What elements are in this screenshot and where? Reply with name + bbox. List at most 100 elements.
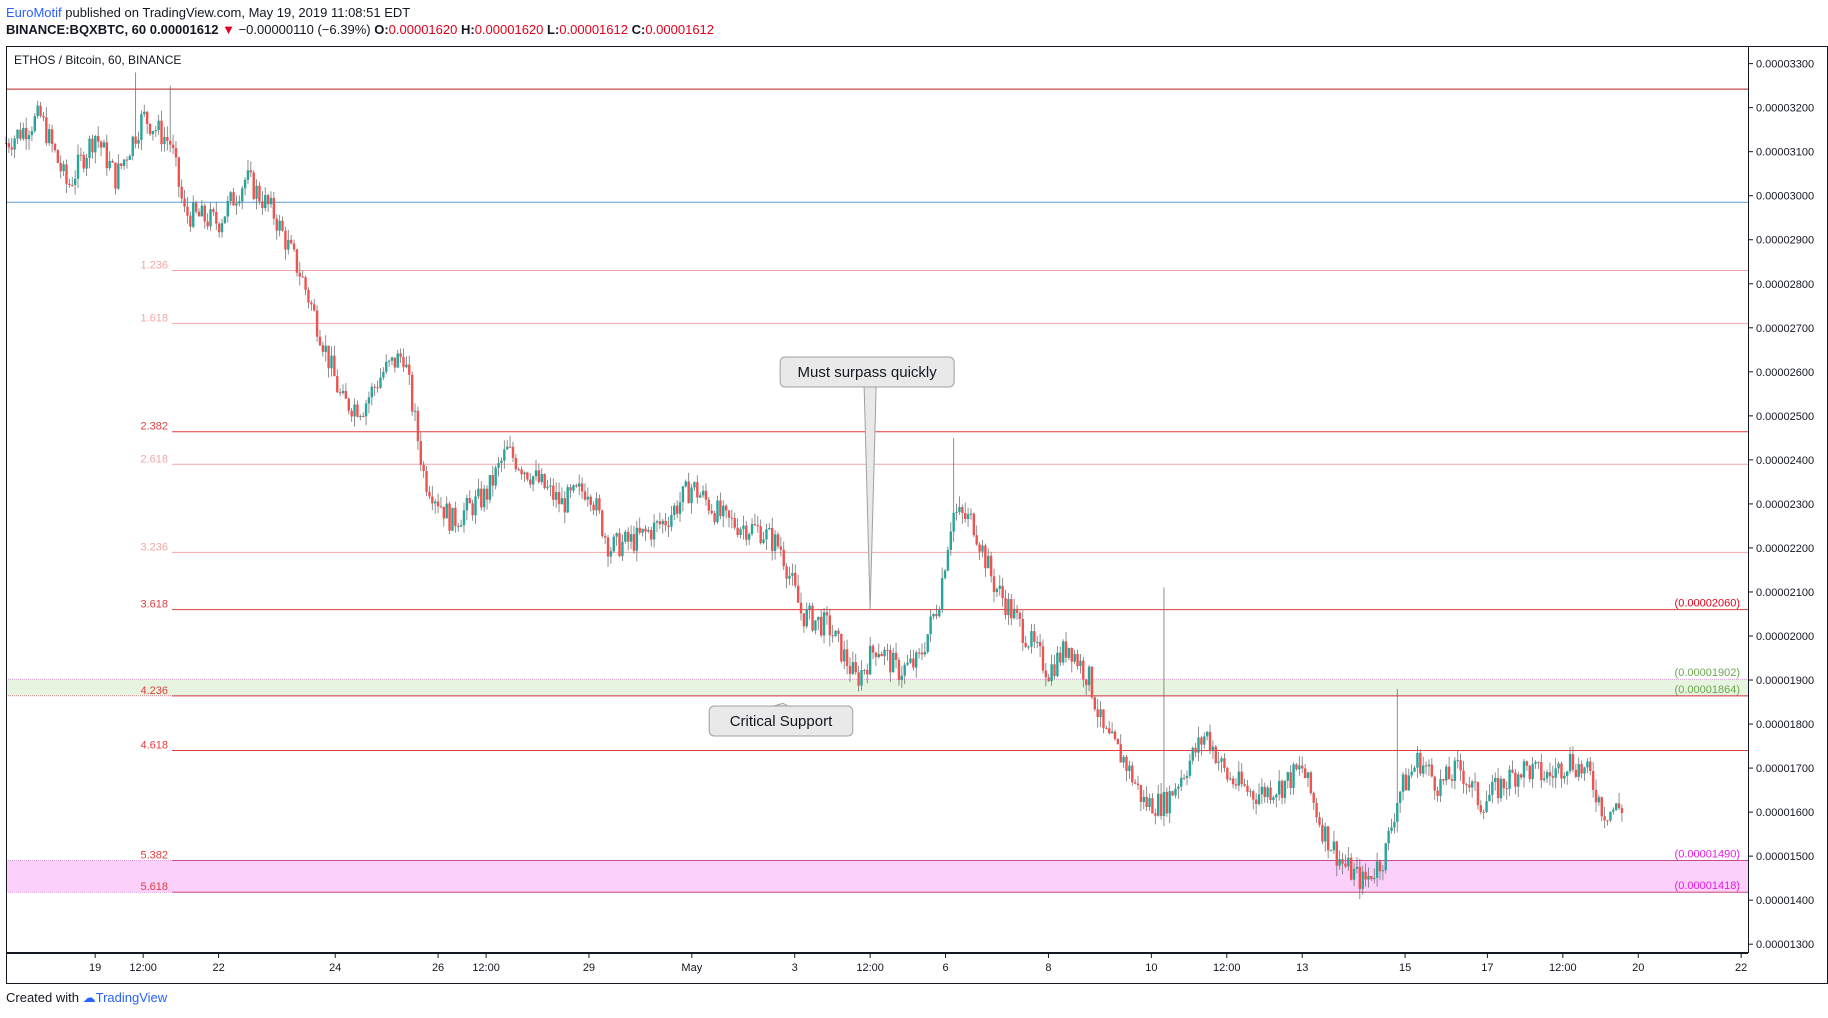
candle-down (592, 504, 595, 511)
candle-down (10, 147, 13, 150)
candle-up (1381, 870, 1385, 872)
candle-down (1600, 797, 1603, 817)
candle-up (1162, 791, 1166, 816)
x-axis[interactable]: 19 12:00 22 24 26 12:00 29 May 3 12:00 6 8 10 12:00 13… (89, 953, 1747, 974)
candle-down (261, 201, 264, 209)
candle-up (1401, 774, 1405, 792)
candle-up (382, 371, 385, 378)
candle-down (1165, 791, 1169, 814)
candle-up (359, 415, 362, 417)
candle-down (975, 535, 978, 545)
candle-down (520, 469, 523, 475)
candle-up (30, 131, 34, 136)
candle-up (868, 645, 872, 675)
candle-down (416, 410, 420, 442)
candle-up (1494, 777, 1497, 782)
candle-down (393, 357, 397, 368)
candle-up (1260, 786, 1264, 795)
candle-down (1551, 776, 1555, 778)
candle-down (1433, 776, 1436, 791)
publish-header: EuroMotif published on TradingView.com, … (6, 4, 410, 21)
candle-up (209, 209, 212, 227)
candle-up (690, 487, 693, 504)
annotation-box (708, 705, 854, 737)
candle-up (635, 527, 639, 551)
candle-up (387, 360, 391, 362)
candle-down (1171, 791, 1174, 796)
candle-up (1099, 709, 1102, 718)
candle-up (1488, 794, 1491, 802)
candle-down (992, 576, 996, 592)
candle-down (1537, 761, 1540, 763)
candle-up (987, 555, 990, 569)
candle-up (1554, 768, 1557, 778)
candle-up (405, 364, 408, 368)
candle-up (27, 135, 31, 140)
fib-label-6: 4.236 (140, 685, 168, 697)
candle-up (747, 534, 751, 540)
candle-up (226, 200, 229, 217)
candle-up (773, 534, 777, 551)
y-axis[interactable]: 0.00003300 0.00003200 0.00003100 0.00003000… (1748, 59, 1814, 952)
candle-down (1053, 664, 1056, 677)
candle-down (1580, 764, 1583, 774)
candle-down (989, 555, 993, 577)
candle-down (425, 470, 428, 492)
candle-down (825, 612, 829, 616)
candle-up (1056, 652, 1059, 677)
y-tick-label: 0.00002300 (1756, 499, 1814, 511)
candle-up (877, 653, 880, 658)
candle-down (658, 521, 662, 525)
tradingview-logo-icon[interactable]: ☁ (82, 990, 96, 1005)
candle-down (82, 154, 85, 169)
candle-down (886, 649, 889, 651)
candle-up (1542, 778, 1546, 781)
annotation-1[interactable]: Critical Support (708, 702, 854, 737)
candle-up (1597, 797, 1601, 803)
x-tick-label: 20 (1632, 962, 1644, 974)
candle-down (1159, 793, 1163, 816)
candle-down (206, 221, 209, 227)
candle-down (125, 159, 129, 161)
candle-up (915, 652, 918, 668)
candle-up (131, 136, 134, 156)
candle-down (1194, 747, 1197, 753)
candle-up (1110, 731, 1114, 734)
candle-down (1303, 768, 1307, 778)
candle-down (56, 150, 60, 163)
candle-down (1280, 780, 1284, 798)
tradingview-link[interactable]: TradingView (95, 990, 168, 1005)
y-tick-label: 0.00002600 (1756, 367, 1814, 379)
candle-down (569, 487, 572, 491)
candle-down (468, 498, 471, 504)
candle-down (935, 614, 938, 617)
candle-down (321, 345, 325, 352)
candle-down (745, 525, 748, 540)
candle-up (390, 357, 394, 361)
annotation-0[interactable]: Must surpass quickly (779, 356, 955, 610)
candle-up (1522, 761, 1526, 778)
candle-down (557, 492, 561, 505)
candle-down (724, 505, 728, 511)
candle-down (1571, 754, 1575, 770)
candle-down (350, 410, 353, 417)
x-tick-label: May (681, 962, 702, 974)
y-tick-label: 0.00003200 (1756, 103, 1814, 115)
candle-up (693, 482, 696, 488)
author-link[interactable]: EuroMotif (6, 5, 62, 20)
candle-up (1217, 761, 1220, 763)
open-value: 0.00001620 (388, 22, 458, 37)
candle-up (287, 239, 290, 250)
candle-up (367, 397, 371, 404)
candle-down (1404, 774, 1408, 791)
candle-up (246, 170, 250, 180)
candle-up (549, 485, 552, 487)
candle-down (917, 652, 921, 654)
candle-up (494, 467, 497, 486)
candle-down (583, 491, 587, 500)
x-tick-label: 15 (1399, 962, 1411, 974)
candle-up (523, 472, 526, 475)
candle-up (1491, 781, 1494, 795)
footer: Created with ☁TradingView (6, 990, 167, 1006)
